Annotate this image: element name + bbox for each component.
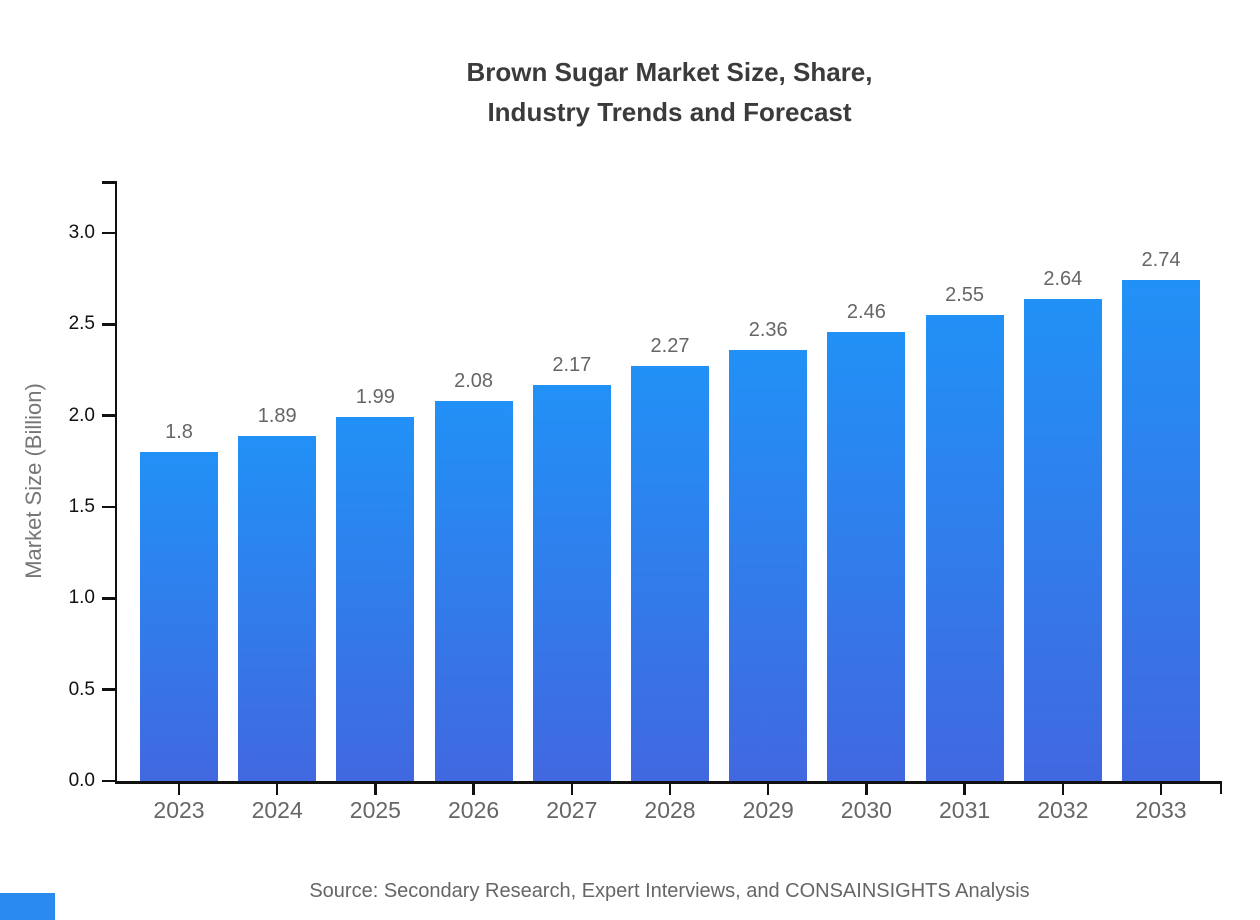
y-axis-tick [102,323,115,326]
bar-value-label: 2.64 [1043,267,1083,290]
x-axis-tick [1061,783,1065,795]
bar [925,315,1004,781]
bar [1023,298,1102,781]
bar [336,417,415,781]
chart-title-line1: Brown Sugar Market Size, Share, [466,57,873,87]
bar [434,401,513,781]
bar-value-label: 1.99 [355,386,395,409]
bar [238,435,317,781]
bar [827,331,906,781]
y-axis-top-cap [102,181,115,184]
y-axis-tick [102,597,115,600]
y-axis-tick-label: 3.0 [68,221,95,243]
y-axis-line [114,181,117,784]
x-axis-tick [963,783,966,795]
x-axis-tick-label: 2025 [349,797,401,823]
y-axis-tick [102,505,115,509]
bar [631,366,709,781]
x-axis-tick-label: 2033 [1135,797,1187,823]
x-axis-tick-label: 2030 [840,797,892,823]
bar-value-label: 1.89 [257,404,297,427]
x-axis-tick [668,783,672,795]
source-note: Source: Secondary Research, Expert Inter… [309,880,1030,902]
y-axis-tick-label: 0.0 [68,770,95,791]
brand-logo-mark [0,893,55,920]
bar-value-label: 1.8 [165,421,193,444]
x-axis-tick [570,783,574,795]
x-axis-tick [472,783,475,795]
y-axis-tick-label: 2.0 [68,404,95,426]
x-axis-tick [177,783,181,795]
bar-value-label: 2.74 [1141,249,1181,272]
x-axis-tick-label: 2031 [939,797,991,823]
x-axis-end-cap [1219,781,1222,794]
plot-area: 0.0 0.5 1.0 1.5 2.0 2.5 3.0 1.8 2023 1.89 2024 1.99… [69,181,1222,823]
bar [532,384,611,781]
bar [140,452,218,781]
y-axis-tick [102,688,115,691]
x-axis-tick [865,783,868,795]
y-axis-tick-label: 2.5 [68,313,95,335]
bar-value-label: 2.46 [846,300,886,323]
x-axis-tick-label: 2032 [1037,797,1089,823]
x-axis-tick [275,783,279,795]
bar-value-label: 2.27 [650,335,690,358]
y-axis-tick [102,231,115,235]
chart-title: Brown Sugar Market Size, Share, Industry… [117,52,1222,132]
x-axis-tick [766,783,770,795]
bar-value-label: 2.08 [454,370,494,393]
x-axis-tick-label: 2027 [546,797,598,823]
y-axis-tick-label: 0.5 [68,678,95,700]
x-axis-tick-label: 2023 [153,797,205,823]
y-axis-tick [102,779,115,783]
x-axis-tick-label: 2024 [251,797,303,823]
x-axis-line [114,781,1222,784]
y-axis-tick-label: 1.0 [68,587,95,609]
x-axis-tick-label: 2028 [644,797,696,823]
y-axis-tick-label: 1.5 [68,495,95,517]
chart-title-line2: Industry Trends and Forecast [487,97,852,127]
bar-value-label: 2.17 [552,353,592,376]
y-axis-tick [102,414,115,417]
x-axis-tick [1159,783,1163,795]
bar-value-label: 2.55 [945,284,985,307]
x-axis-tick-label: 2029 [742,797,794,823]
bar [729,349,808,781]
x-axis-tick [374,783,377,795]
x-axis-tick-label: 2026 [448,797,500,823]
bar [1122,280,1200,781]
bar-value-label: 2.36 [748,318,788,341]
